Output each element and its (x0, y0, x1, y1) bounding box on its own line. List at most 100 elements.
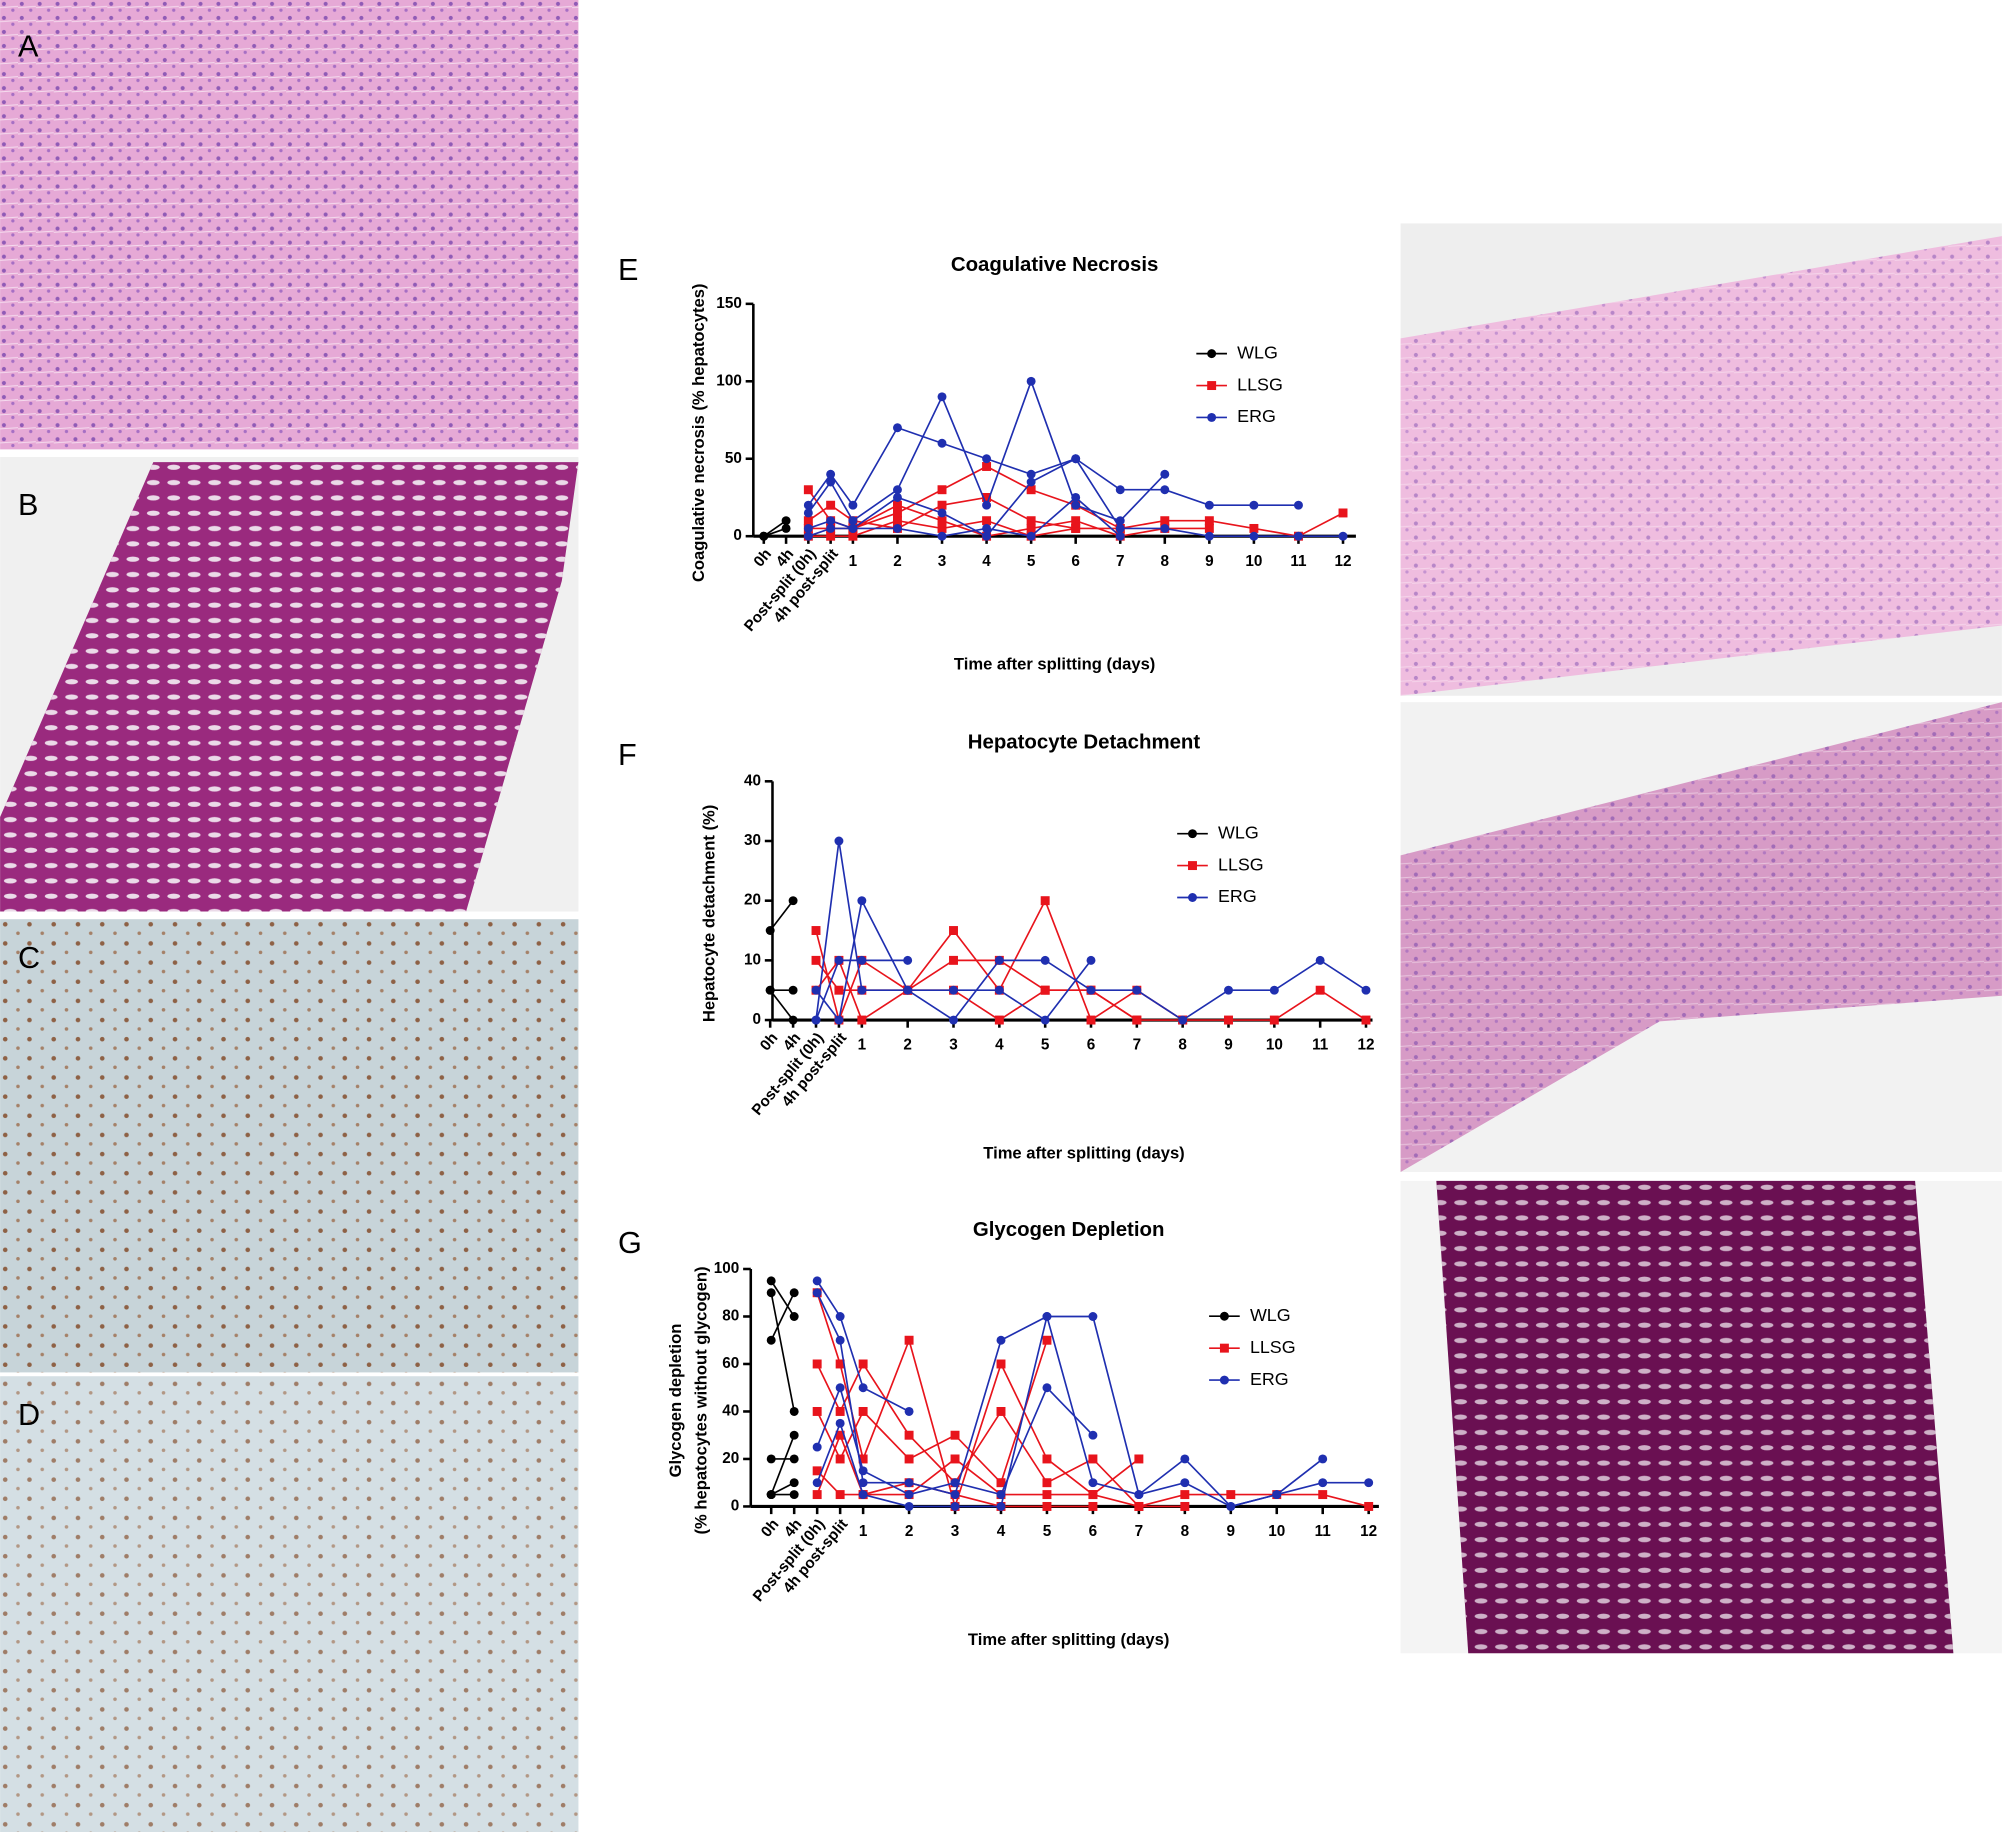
marker (937, 516, 947, 526)
marker (1226, 1490, 1236, 1500)
x-tick-label: 3 (938, 553, 947, 570)
marker (811, 926, 821, 935)
y-axis-title: Hepatocyte detachment (%) (699, 805, 718, 1022)
marker (766, 1288, 776, 1298)
marker (1318, 1490, 1328, 1500)
series-line (770, 1434, 795, 1495)
marker (1293, 531, 1303, 541)
marker (903, 985, 913, 995)
x-tick-label: 12 (1357, 1037, 1374, 1054)
marker (1134, 1501, 1144, 1511)
panel-label: E (618, 253, 638, 287)
marker (826, 531, 836, 541)
marker (834, 985, 844, 995)
panel-label: A (18, 30, 39, 64)
x-tick-label: 3 (951, 1523, 960, 1540)
marker (858, 1383, 868, 1393)
marker (949, 926, 958, 935)
marker (1026, 523, 1036, 533)
series-line (769, 900, 794, 932)
series-line (816, 1313, 1369, 1508)
marker (1040, 955, 1050, 965)
x-axis-title: Time after splitting (days) (954, 655, 1155, 674)
marker (996, 1501, 1006, 1511)
x-tick-label: 0h (757, 1030, 782, 1055)
marker (1293, 500, 1303, 510)
legend-marker (1219, 1375, 1229, 1385)
marker (759, 531, 769, 541)
marker (766, 1490, 776, 1500)
marker (904, 1454, 914, 1464)
marker (1086, 1015, 1096, 1025)
marker (812, 1478, 822, 1488)
marker (835, 1312, 845, 1321)
marker (848, 531, 858, 541)
marker (789, 1490, 799, 1500)
marker (1364, 1478, 1374, 1488)
marker (1180, 1501, 1190, 1511)
marker (811, 985, 821, 995)
marker (812, 1490, 822, 1500)
marker (788, 1015, 798, 1025)
marker (857, 896, 867, 906)
y-tick-label: 40 (722, 1403, 739, 1420)
chart-title: Hepatocyte Detachment (968, 731, 1201, 753)
x-tick-label: 11 (1315, 1523, 1332, 1540)
marker (994, 1015, 1004, 1025)
marker (1115, 531, 1125, 541)
marker (858, 1466, 868, 1476)
legend-marker (1219, 1311, 1229, 1321)
x-tick-label: 8 (1178, 1037, 1187, 1054)
marker (1272, 1490, 1282, 1500)
y-tick-label: 0 (752, 1011, 761, 1028)
y-tick-label: 100 (714, 1260, 740, 1277)
y-tick-label: 20 (744, 892, 761, 909)
x-tick-label: 9 (1227, 1523, 1236, 1540)
x-tick-label: 7 (1133, 1037, 1142, 1054)
marker (858, 1407, 868, 1416)
y-tick-label: 50 (725, 450, 742, 467)
marker (1026, 531, 1036, 541)
legend-marker (1188, 829, 1197, 839)
marker (903, 955, 913, 965)
marker (892, 485, 902, 495)
marker (1088, 1490, 1098, 1500)
marker (789, 1478, 799, 1488)
x-tick-label: 11 (1312, 1037, 1329, 1054)
marker (1088, 1478, 1098, 1488)
marker (1115, 516, 1125, 526)
image-c-texture (0, 919, 579, 1373)
marker (848, 500, 858, 510)
marker (1134, 1490, 1144, 1500)
y-axis-title: Coagulative necrosis (% hepatocytes) (689, 284, 708, 583)
x-tick-label: 9 (1205, 553, 1214, 570)
marker (765, 985, 775, 995)
marker (834, 836, 844, 846)
series-line (770, 1292, 795, 1341)
marker (1086, 985, 1096, 995)
marker (996, 1407, 1006, 1416)
marker (1071, 493, 1081, 502)
marker (982, 454, 992, 464)
marker (950, 1478, 960, 1488)
marker (1204, 516, 1214, 526)
marker (812, 1466, 822, 1476)
marker (826, 469, 836, 479)
marker (1088, 1501, 1098, 1511)
marker (765, 926, 775, 935)
legend-marker (1188, 893, 1197, 902)
image-a-texture (0, 0, 579, 450)
legend-label: ERG (1237, 406, 1276, 426)
marker (904, 1478, 914, 1488)
marker (811, 1015, 821, 1025)
x-tick-label: 2 (903, 1037, 912, 1054)
marker (982, 462, 992, 471)
series-line (815, 898, 1367, 1023)
marker (1160, 523, 1170, 533)
marker (766, 1276, 776, 1286)
chart-title: Coagulative Necrosis (951, 254, 1159, 276)
x-tick-label: 6 (1071, 553, 1080, 570)
marker (1115, 523, 1125, 533)
x-axis-title: Time after splitting (days) (983, 1143, 1184, 1162)
marker (950, 1490, 960, 1500)
